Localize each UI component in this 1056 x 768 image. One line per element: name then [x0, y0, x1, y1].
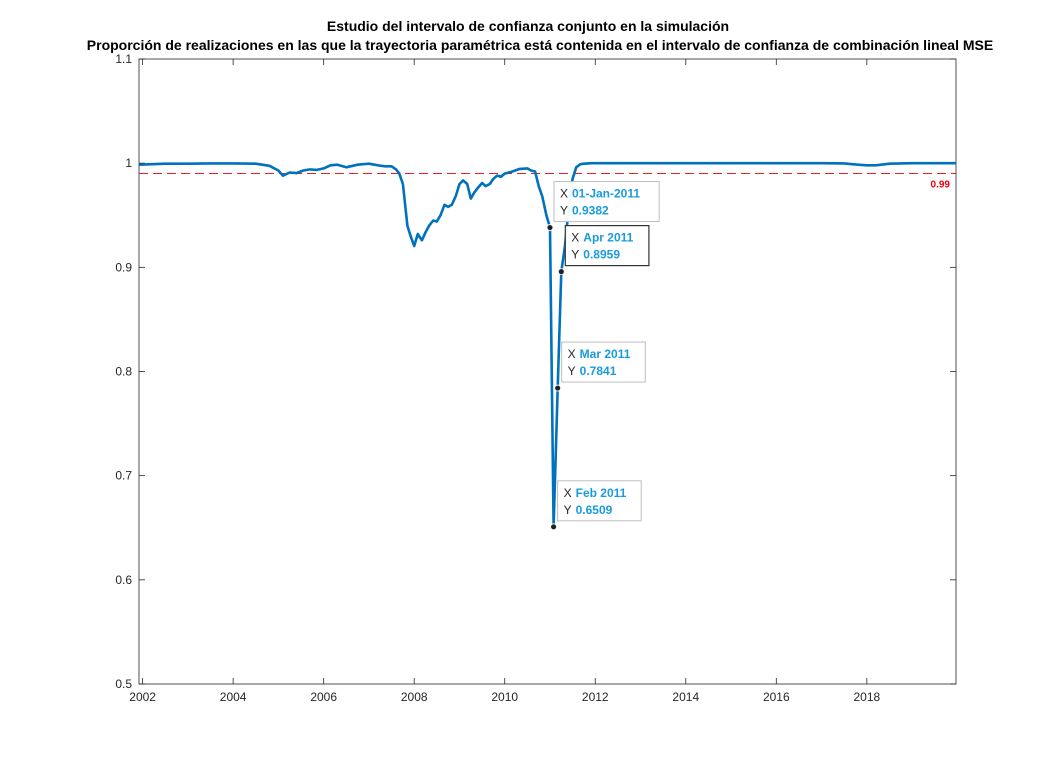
reference-line-label: 0.99	[931, 180, 951, 191]
datatip-y-value: 0.6509	[576, 503, 613, 517]
y-tick-label: 0.5	[115, 677, 132, 691]
y-tick-label: 0.7	[115, 469, 132, 483]
datatips-group: X 01-Jan-2011 Y 0.9382 X Apr 2011 Y 0.8959 X Mar …	[546, 181, 660, 531]
x-tick-label: 2006	[310, 690, 337, 704]
series-line	[138, 161, 956, 529]
datatip-box	[557, 480, 642, 522]
y-tick-label: 1.1	[115, 52, 132, 66]
datatip-x-key: X	[571, 231, 579, 245]
x-tick-label: 2010	[491, 690, 518, 704]
x-tick-label: 2004	[220, 690, 247, 704]
datatip-marker	[554, 384, 562, 392]
chart-subtitle: Proporción de realizaciones en las que l…	[87, 37, 993, 53]
datatip-x-value: Apr 2011	[583, 231, 633, 245]
datatip-x-value: Mar 2011	[580, 347, 631, 361]
datatip-marker	[550, 523, 558, 531]
datatip-marker	[546, 224, 554, 231]
datatip-box	[564, 225, 650, 267]
datatip-y-value: 0.7841	[580, 364, 617, 378]
x-tick-label: 2008	[401, 690, 428, 704]
datatip-y-key: Y	[568, 364, 576, 378]
datatip-x-key: X	[568, 347, 576, 361]
x-tick-label: 2016	[763, 690, 790, 704]
reference-line-group: 0.99	[139, 173, 956, 191]
x-tick-label: 2018	[853, 690, 880, 704]
datatip-box	[561, 341, 646, 383]
datatip-y-key: Y	[560, 204, 568, 218]
axes: 2002 2004 2006 2008 2010 2012 2014 2016 2018 0.5 0…	[115, 52, 956, 704]
datatip-y-key: Y	[564, 503, 572, 517]
x-tick-label: 2012	[582, 690, 609, 704]
datatip[interactable]: X Apr 2011 Y 0.8959	[557, 225, 650, 276]
plot-area	[138, 58, 957, 685]
chart-title: Estudio del intervalo de confianza conju…	[327, 18, 729, 34]
datatip-y-value: 0.8959	[583, 248, 620, 262]
y-tick-label: 1	[125, 156, 132, 170]
y-tick-label: 0.6	[115, 573, 132, 587]
datatip-y-value: 0.9382	[572, 204, 609, 218]
series-group	[138, 161, 956, 529]
y-tick-label: 0.8	[115, 365, 132, 379]
datatip-x-key: X	[564, 486, 572, 500]
datatip-x-value: 01-Jan-2011	[572, 187, 640, 201]
datatip[interactable]: X Mar 2011 Y 0.7841	[554, 341, 646, 392]
datatip[interactable]: X 01-Jan-2011 Y 0.9382	[546, 181, 660, 231]
datatip-y-key: Y	[571, 248, 579, 262]
x-tick-label: 2014	[672, 690, 699, 704]
datatip-x-key: X	[560, 187, 568, 201]
datatip-box	[553, 181, 660, 223]
datatip-marker	[557, 268, 565, 276]
x-tick-label: 2002	[129, 690, 156, 704]
datatip-x-value: Feb 2011	[576, 486, 627, 500]
y-tick-label: 0.9	[115, 260, 132, 274]
datatip[interactable]: X Feb 2011 Y 0.6509	[550, 480, 642, 531]
